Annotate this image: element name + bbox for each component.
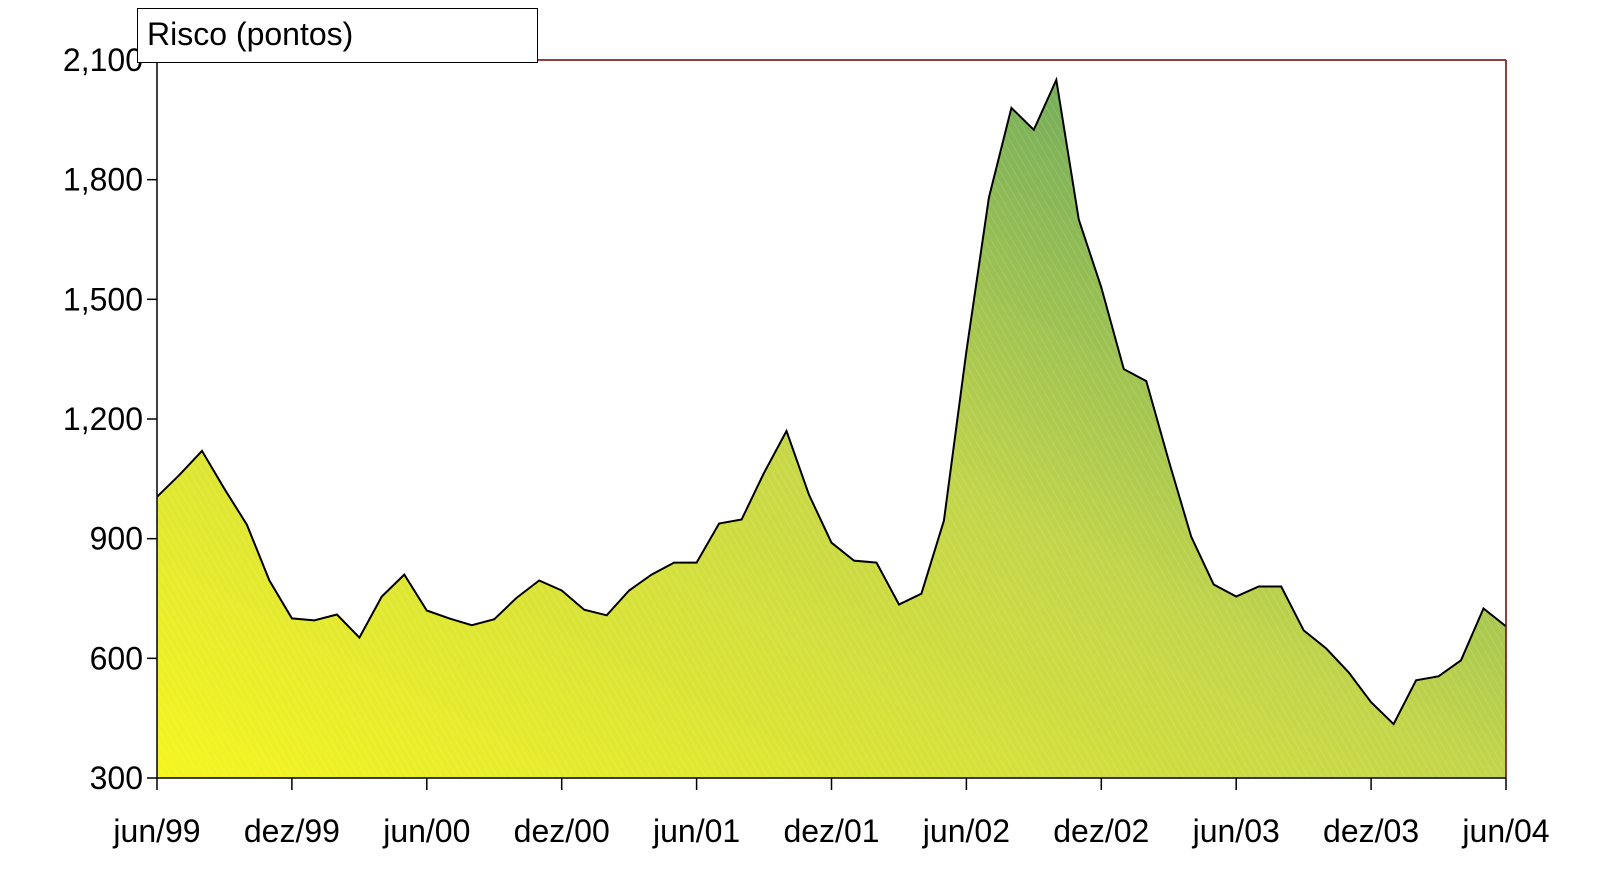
y-tick-label: 600 xyxy=(90,640,143,676)
legend-box: Risco (pontos) xyxy=(137,8,538,63)
x-tick-label: dez/03 xyxy=(1323,813,1419,849)
x-tick-label: jun/99 xyxy=(112,813,200,849)
x-tick-label: dez/00 xyxy=(514,813,610,849)
x-tick-label: dez/99 xyxy=(244,813,340,849)
legend-series-label: Risco (pontos) xyxy=(147,16,354,52)
x-tick-label: dez/01 xyxy=(783,813,879,849)
series-line xyxy=(156,76,1507,726)
y-tick-label: 900 xyxy=(90,521,143,557)
x-tick-label: jun/01 xyxy=(652,813,740,849)
x-tick-label: dez/02 xyxy=(1053,813,1149,849)
x-tick-label: jun/03 xyxy=(1192,813,1280,849)
y-tick-label: 1,500 xyxy=(63,281,143,317)
area-texture xyxy=(157,79,1506,778)
y-tick-label: 1,800 xyxy=(63,162,143,198)
y-tick-label: 300 xyxy=(90,760,143,796)
y-tick-label: 1,200 xyxy=(63,401,143,437)
x-tick-label: jun/02 xyxy=(922,813,1010,849)
y-tick-label: 2,100 xyxy=(63,42,143,78)
x-tick-label: jun/04 xyxy=(1461,813,1549,849)
x-tick-label: jun/00 xyxy=(382,813,470,849)
